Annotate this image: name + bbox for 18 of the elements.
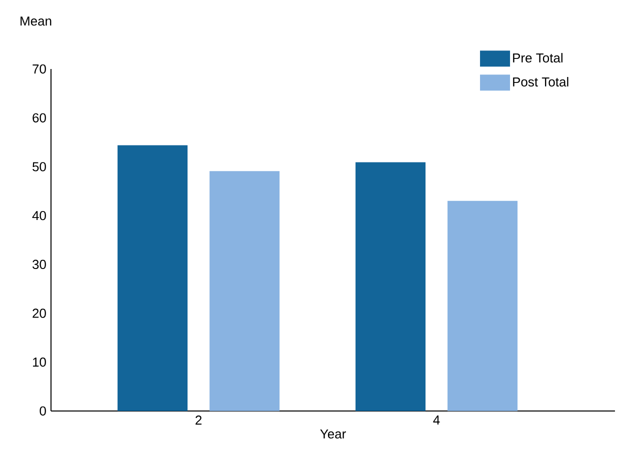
y-tick-label: 10 [33, 358, 46, 367]
x-tick-label: 4 [433, 416, 440, 424]
y-tick-label: 0 [40, 406, 46, 416]
y-tick-label: 50 [32, 162, 46, 172]
x-tick-label: 2 [196, 416, 202, 425]
bar [356, 162, 426, 411]
y-axis-title: Mean [20, 16, 52, 26]
legend-label: Pre Total [513, 52, 562, 63]
y-tick-label: 60 [32, 113, 46, 122]
y-tick-label: 30 [32, 260, 46, 270]
y-tick-label: 70 [32, 64, 46, 74]
y-tick-label: 40 [32, 210, 46, 220]
bar [118, 145, 188, 411]
y-tick-label: 20 [32, 308, 46, 318]
x-axis-title: Year [320, 429, 346, 439]
bar [448, 200, 518, 411]
bar [210, 171, 280, 411]
legend-label: Post Total [513, 76, 568, 87]
